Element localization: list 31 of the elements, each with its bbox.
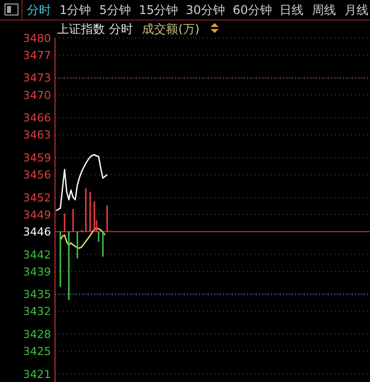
text: 5分钟	[99, 3, 131, 17]
chart-title: 上证指数 分时	[57, 22, 133, 36]
y-tick-label: 3473	[23, 72, 51, 85]
y-tick-label: 3421	[23, 368, 51, 381]
y-tick-label: 3466	[23, 112, 51, 125]
y-tick-label: 3435	[23, 288, 51, 302]
y-tick-label: 3463	[23, 128, 51, 142]
y-tick-label: 3470	[23, 88, 51, 102]
y-tick-label: 3439	[23, 265, 51, 278]
text: 60分钟	[232, 3, 272, 17]
y-tick-label: 3459	[23, 151, 51, 164]
y-tick-label: 3452	[23, 191, 51, 204]
y-tick-label: 3428	[23, 328, 51, 341]
text: 1分钟	[60, 3, 92, 17]
text: 15分钟	[138, 3, 178, 17]
text: 周线	[312, 3, 336, 17]
y-tick-label: 3456	[23, 168, 51, 182]
y-tick-label: 3449	[23, 208, 51, 222]
y-tick-label: 3425	[23, 345, 51, 358]
text: 日线	[280, 3, 304, 17]
text: 分时	[27, 3, 51, 17]
y-tick-label: 3432	[23, 305, 51, 318]
line-series	[55, 154, 108, 212]
text: 30分钟	[186, 3, 226, 17]
text: 月线	[344, 3, 369, 17]
y-tick-label: 3442	[23, 248, 51, 262]
y-tick-label: 3477	[23, 48, 51, 62]
line-series	[60, 228, 106, 249]
chart-subtitle: 成交额(万)	[142, 22, 200, 36]
y-tick-label: 3446	[23, 225, 51, 238]
y-tick-label: 3480	[23, 32, 51, 45]
